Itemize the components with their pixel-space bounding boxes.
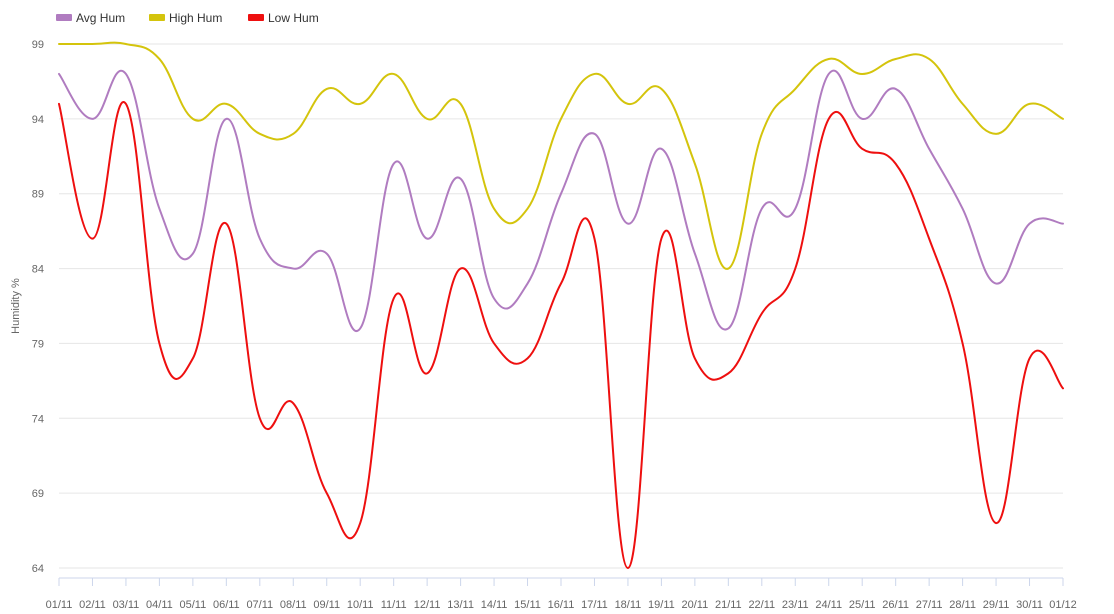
legend-swatch bbox=[149, 14, 165, 21]
y-tick-label: 94 bbox=[32, 114, 44, 126]
x-tick-label: 02/11 bbox=[79, 599, 106, 611]
y-tick-label: 74 bbox=[32, 413, 44, 425]
y-tick-label: 99 bbox=[32, 39, 44, 51]
legend[interactable]: Avg Hum High Hum Low Hum bbox=[56, 11, 319, 25]
x-tick-label: 14/11 bbox=[481, 599, 508, 611]
x-tick-label: 09/11 bbox=[313, 599, 340, 611]
x-tick-label: 01/11 bbox=[46, 599, 73, 611]
x-tick-label: 26/11 bbox=[882, 599, 909, 611]
y-tick-label: 64 bbox=[32, 563, 44, 575]
x-tick-label: 03/11 bbox=[113, 599, 140, 611]
x-tick-label: 06/11 bbox=[213, 599, 240, 611]
x-tick-label: 28/11 bbox=[949, 599, 976, 611]
legend-item-low-hum[interactable]: Low Hum bbox=[248, 11, 319, 25]
series-line-low-hum[interactable] bbox=[58, 100, 1064, 569]
x-tick-label: 01/12 bbox=[1049, 599, 1077, 611]
x-tick-label: 17/11 bbox=[581, 599, 608, 611]
x-tick-label: 07/11 bbox=[246, 599, 273, 611]
series-line-avg-hum[interactable] bbox=[58, 69, 1064, 332]
grid-lines bbox=[59, 43, 1063, 569]
x-tick-label: 21/11 bbox=[715, 599, 742, 611]
x-tick-label: 23/11 bbox=[782, 599, 809, 611]
legend-item-high-hum[interactable]: High Hum bbox=[149, 11, 222, 25]
y-axis-ticks: 64 69 74 79 84 89 94 99 bbox=[32, 39, 44, 575]
x-tick-label: 20/11 bbox=[682, 599, 709, 611]
x-tick-label: 25/11 bbox=[849, 599, 876, 611]
y-axis-title: Humidity % bbox=[10, 278, 22, 334]
x-tick-label: 12/11 bbox=[414, 599, 441, 611]
x-tick-label: 24/11 bbox=[815, 599, 842, 611]
series-lines bbox=[58, 41, 1064, 569]
x-tick-label: 10/11 bbox=[347, 599, 374, 611]
x-tick-label: 11/11 bbox=[381, 599, 407, 611]
x-tick-label: 19/11 bbox=[648, 599, 675, 611]
x-tick-label: 15/11 bbox=[514, 599, 541, 611]
x-axis: 01/11 02/11 03/11 04/11 05/11 06/11 07/11 08/11… bbox=[46, 577, 1077, 611]
x-tick-label: 04/11 bbox=[146, 599, 173, 611]
x-tick-label: 29/11 bbox=[983, 599, 1010, 611]
x-tick-label: 16/11 bbox=[548, 599, 575, 611]
legend-item-avg-hum[interactable]: Avg Hum bbox=[56, 11, 125, 25]
x-tick-label: 27/11 bbox=[916, 599, 943, 611]
legend-label: Low Hum bbox=[268, 11, 319, 25]
series-line-high-hum[interactable] bbox=[58, 41, 1064, 270]
x-tick-label: 08/11 bbox=[280, 599, 307, 611]
y-tick-label: 79 bbox=[32, 338, 44, 350]
legend-swatch bbox=[56, 14, 72, 21]
x-tick-label: 05/11 bbox=[180, 599, 207, 611]
legend-label: Avg Hum bbox=[76, 11, 125, 25]
y-tick-label: 69 bbox=[32, 488, 44, 500]
x-tick-label: 30/11 bbox=[1016, 599, 1043, 611]
legend-label: High Hum bbox=[169, 11, 222, 25]
y-tick-label: 84 bbox=[32, 264, 44, 276]
x-tick-label: 13/11 bbox=[447, 599, 474, 611]
y-tick-label: 89 bbox=[32, 189, 44, 201]
legend-swatch bbox=[248, 14, 264, 21]
x-tick-label: 22/11 bbox=[748, 599, 775, 611]
x-tick-label: 18/11 bbox=[615, 599, 642, 611]
